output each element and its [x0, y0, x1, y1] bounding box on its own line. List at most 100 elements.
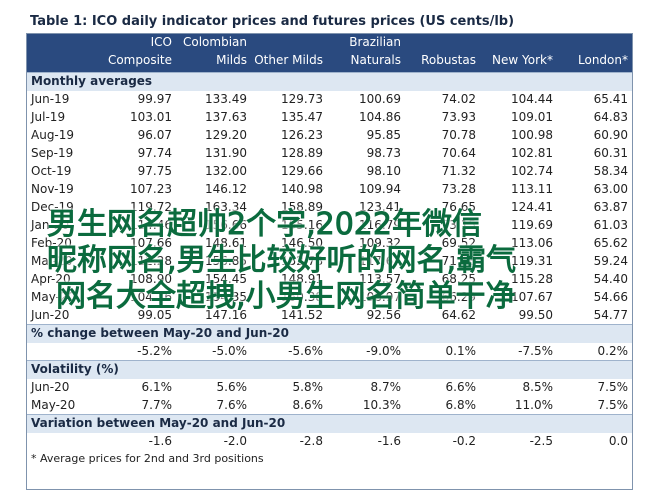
column-header: Milds [216, 53, 247, 67]
cell-value: 148.91 [281, 272, 323, 286]
table-title: Table 1: ICO daily indicator prices and … [30, 14, 515, 29]
cell-value: 102.74 [511, 164, 553, 178]
watermark-text: 网名大全超拽,小男生网名简单干净 [56, 279, 517, 315]
header-band [26, 33, 633, 73]
cell-value: -1.6 [377, 434, 401, 448]
cell-value: 95.85 [366, 128, 401, 142]
cell-value: 107.66 [130, 236, 172, 250]
cell-value: 65.41 [593, 92, 628, 106]
cell-value: 92.56 [366, 308, 401, 322]
section-band [26, 360, 633, 379]
row-label: May-20 [31, 398, 76, 412]
cell-value: -2.0 [223, 434, 247, 448]
cell-value: 7.5% [597, 380, 629, 394]
cell-value: 124.41 [511, 200, 553, 214]
cell-value: 74.02 [441, 92, 476, 106]
cell-value: 133.49 [205, 92, 247, 106]
cell-value: 154.35 [205, 290, 247, 304]
row-label: Dec-19 [31, 200, 74, 214]
cell-value: 96.07 [137, 128, 172, 142]
cell-value: 99.05 [137, 308, 172, 322]
cell-value: 148.61 [205, 236, 247, 250]
cell-value: 104.44 [511, 92, 553, 106]
cell-value: 0.1% [445, 344, 477, 358]
cell-value: 123.41 [359, 200, 401, 214]
cell-value: 100.69 [359, 92, 401, 106]
cell-value: 150.38 [281, 290, 323, 304]
cell-value: 61.03 [593, 218, 628, 232]
cell-value: 65.62 [593, 236, 628, 250]
cell-value: 59.24 [593, 254, 628, 268]
cell-value: 6.1% [141, 380, 173, 394]
section-heading: Volatility (%) [31, 362, 119, 376]
cell-value: 71.68 [441, 254, 476, 268]
row-label: May-20 [31, 290, 76, 304]
cell-value: -0.2 [452, 434, 476, 448]
cell-value: 107.23 [130, 182, 172, 196]
cell-value: 99.97 [137, 92, 172, 106]
cell-value: 63.87 [593, 200, 628, 214]
cell-value: 141.52 [281, 308, 323, 322]
cell-value: 104.36 [130, 290, 172, 304]
cell-value: 0.2% [597, 344, 629, 358]
cell-value: 112.28 [130, 254, 172, 268]
cell-value: 116.79 [359, 218, 401, 232]
cell-value: 104.86 [359, 110, 401, 124]
section-heading: % change between May-20 and Jun-20 [31, 326, 289, 340]
cell-value: 98.10 [366, 164, 401, 178]
cell-value: 60.90 [593, 128, 628, 142]
cell-value: 54.40 [593, 272, 628, 286]
column-header: Other Milds [254, 53, 323, 67]
cell-value: 64.83 [593, 110, 628, 124]
row-label: Nov-19 [31, 182, 74, 196]
footnote: * Average prices for 2nd and 3rd positio… [31, 452, 264, 465]
cell-value: 128.89 [281, 146, 323, 160]
cell-value: 156.85 [205, 254, 247, 268]
cell-value: 113.57 [359, 272, 401, 286]
row-label: Mar-20 [31, 254, 73, 268]
column-header: London* [578, 53, 628, 67]
cell-value: 119.69 [511, 218, 553, 232]
cell-value: 73.28 [441, 182, 476, 196]
cell-value: 68.25 [441, 272, 476, 286]
cell-value: 70.78 [441, 128, 476, 142]
section-band [26, 324, 633, 343]
cell-value: 155.16 [281, 218, 323, 232]
cell-value: 129.66 [281, 164, 323, 178]
cell-value: 115.28 [511, 272, 553, 286]
row-label: Jan-20 [31, 218, 70, 232]
cell-value: -5.6% [288, 344, 323, 358]
cell-value: -2.8 [299, 434, 323, 448]
section-band [26, 414, 633, 433]
cell-value: 129.20 [205, 128, 247, 142]
cell-value: -9.0% [366, 344, 401, 358]
cell-value: 156.66 [205, 218, 247, 232]
cell-value: 5.6% [216, 380, 248, 394]
cell-value: 0.0 [608, 434, 628, 448]
cell-value: 114.46 [130, 218, 172, 232]
cell-value: 147.16 [205, 308, 247, 322]
cell-value: 7.5% [597, 398, 629, 412]
cell-value: 108.97 [359, 290, 401, 304]
cell-value: 119.72 [130, 200, 172, 214]
cell-value: 7.7% [141, 398, 173, 412]
watermark-text: 男生网名超帅2个字,2022年微信 [47, 207, 483, 243]
cell-value: 163.34 [205, 200, 247, 214]
cell-value: 7.6% [216, 398, 248, 412]
column-header: Robustas [421, 53, 476, 67]
cell-value: 158.89 [281, 200, 323, 214]
cell-value: 113.11 [511, 182, 553, 196]
cell-value: 103.01 [130, 110, 172, 124]
cell-value: 54.66 [593, 290, 628, 304]
row-label: Jun-20 [31, 380, 70, 394]
cell-value: -5.0% [212, 344, 247, 358]
cell-value: 64.62 [441, 308, 476, 322]
row-label: Aug-19 [31, 128, 75, 142]
cell-value: 97.75 [137, 164, 172, 178]
row-label: Oct-19 [31, 164, 72, 178]
column-header: Colombian [183, 35, 247, 49]
column-header: Composite [107, 53, 172, 67]
cell-value: 8.5% [522, 380, 554, 394]
cell-value: 131.90 [205, 146, 247, 160]
